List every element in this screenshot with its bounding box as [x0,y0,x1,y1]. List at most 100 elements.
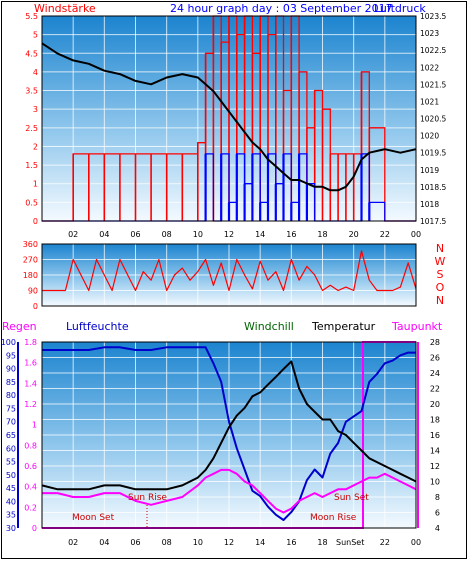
temperature-ytick: 10 [430,478,440,487]
humidity-ytick: 40 [6,497,16,506]
compass-label: N [436,242,444,255]
wind-xaxis-labels: 02 04 06 08 10 12 14 16 18 20 22 00 [68,230,421,239]
temperature-ytick: 18 [430,416,440,425]
wind-ytick: 1 [33,180,38,189]
rain-ytick: 1.8 [24,338,37,347]
temperature-ytick: 8 [435,493,440,502]
xaxis-sunset-label: SunSet [336,538,364,547]
temperature-ytick: 4 [435,524,440,533]
humidity-ytick: 50 [6,471,16,480]
compass-label: O [436,281,445,294]
wind-xtick: 14 [255,230,265,239]
wind-ytick: 4 [33,68,38,77]
rain-ytick: 0.6 [24,462,37,471]
rain-ytick: 1 [32,421,37,430]
wind-xtick: 08 [162,230,172,239]
pressure-line [41,42,417,192]
temperature-ytick: 20 [430,400,440,409]
humidity-ytick: 65 [6,431,16,440]
pressure-yaxis-labels: 1017.5 1018 1018.5 1019 1019.5 1020 1020.5 1021… [420,12,446,226]
climate-xtick: 06 [130,538,140,547]
wind-ytick: 3 [33,105,38,114]
humidity-ytick: 75 [6,404,16,413]
pressure-ytick: 1018.5 [420,183,446,192]
pressure-axis-title: Luftdruck [374,2,426,15]
climate-xtick: 02 [68,538,78,547]
temperature-series [41,360,417,491]
pressure-ytick: 1019 [420,166,439,175]
wind-xtick: 22 [380,230,390,239]
temperature-ytick: 28 [430,338,440,347]
annotation-sun-rise: Sun Rise [128,493,167,503]
temperature-ytick: 22 [430,385,440,394]
wind-ytick: 1.5 [25,161,38,170]
climate-xtick: 10 [193,538,203,547]
rain-ytick: 0 [32,524,37,533]
wind-ytick: 5.5 [25,12,38,21]
wind-xtick: 06 [130,230,140,239]
wind-ytick: 3.5 [25,87,38,96]
pressure-ytick: 1020.5 [420,115,446,124]
annotation-moon-rise: Moon Rise [310,513,357,523]
direction-ytick: 90 [28,287,38,296]
rain-ytick: 1.6 [24,359,37,368]
wind-xtick: 04 [99,230,109,239]
pressure-ytick: 1018 [420,200,439,209]
wind-ytick: 2.5 [25,124,38,133]
wind-xtick: 18 [317,230,327,239]
climate-xaxis-labels: 02 04 06 08 10 12 14 16 18 22 00 [68,538,421,547]
pressure-ytick: 1021 [420,97,439,106]
wind-xtick: 12 [224,230,234,239]
wind-yaxis-labels: 0 0.5 1 1.5 2 2.5 3 3.5 4 4.5 5 5.5 [25,12,38,226]
climate-xtick: 18 [317,538,327,547]
humidity-ytick: 80 [6,391,16,400]
compass-label: S [437,268,444,281]
humidity-ytick: 95 [6,351,16,360]
rain-ytick: 0.4 [24,483,37,492]
wind-xtick: 10 [193,230,203,239]
pressure-ytick: 1022 [420,63,439,72]
climate-xtick: 22 [380,538,390,547]
climate-humidity-axis-labels: 30 35 40 45 50 55 60 65 70 75 80 85 90 95 100 [1,338,19,533]
annotation-moon-set: Moon Set [72,513,115,523]
rain-ytick: 1.4 [24,379,37,388]
direction-plot-border [41,243,417,307]
humidity-ytick: 70 [6,418,16,427]
climate-xtick: 16 [286,538,296,547]
humidity-ytick: 45 [6,484,16,493]
climate-xtick: 12 [224,538,234,547]
direction-ytick: 0 [33,302,38,311]
wind-xtick: 00 [411,230,421,239]
compass-label: N [436,294,444,307]
dewpoint-series [42,468,417,514]
temperature-ytick: 16 [430,431,440,440]
legend-luftfeuchte: Luftfeuchte [66,320,129,333]
climate-xtick: 08 [162,538,172,547]
pressure-ytick: 1023 [420,29,439,38]
rain-ytick: 0.2 [24,503,37,512]
pressure-ytick: 1017.5 [420,217,446,226]
direction-line [42,250,417,292]
chart-title: 24 hour graph day : 03 September 2017 [170,2,393,15]
humidity-ytick: 35 [6,511,16,520]
humidity-ytick: 55 [6,458,16,467]
humidity-ytick: 30 [6,524,16,533]
legend-taupunkt: Taupunkt [391,320,443,333]
direction-ytick: 180 [23,271,38,280]
wind-ytick: 0.5 [25,198,38,207]
climate-xtick: 04 [99,538,109,547]
pressure-ytick: 1021.5 [420,80,446,89]
pressure-series [41,42,417,192]
legend-regen: Regen [2,320,37,333]
pressure-ytick: 1019.5 [420,149,446,158]
wind-ytick: 0 [33,217,38,226]
humidity-ytick: 85 [6,378,16,387]
temperature-ytick: 14 [430,447,440,456]
rain-ytick: 0.8 [24,441,37,450]
humidity-line [42,346,416,521]
temperature-ytick: 12 [430,462,440,471]
humidity-ytick: 90 [6,365,16,374]
wind-ytick: 5 [33,31,38,40]
direction-ytick: 360 [23,240,38,249]
